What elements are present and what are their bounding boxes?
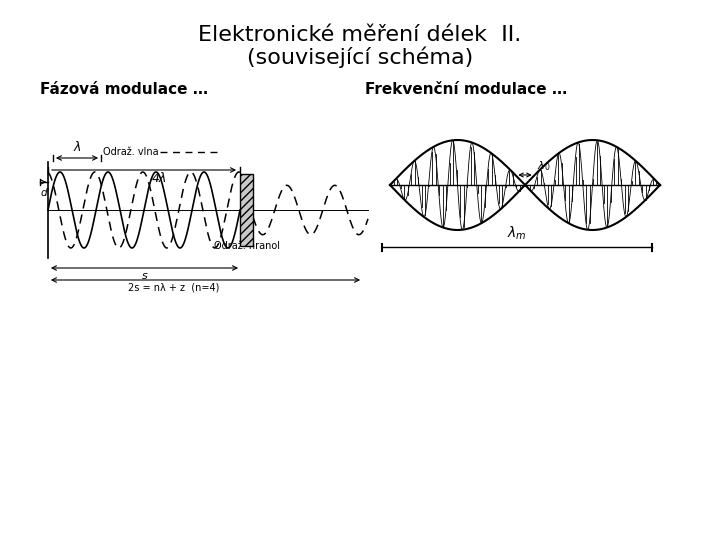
Text: Odraž. vlna: Odraž. vlna	[103, 147, 158, 157]
Text: $\lambda_m$: $\lambda_m$	[507, 225, 527, 242]
Text: Elektronické měření délek  II.: Elektronické měření délek II.	[199, 25, 521, 45]
Text: 2s = nλ + z  (n=4): 2s = nλ + z (n=4)	[128, 283, 220, 293]
Text: Odraž. hranol: Odraž. hranol	[214, 241, 279, 251]
Text: Frekvenční modulace …: Frekvenční modulace …	[365, 82, 567, 97]
Text: Fázová modulace …: Fázová modulace …	[40, 82, 208, 97]
Bar	[240, 174, 253, 246]
Text: (související schéma): (související schéma)	[247, 47, 473, 69]
Text: d': d'	[41, 188, 50, 198]
Text: $\lambda_0$: $\lambda_0$	[536, 159, 550, 173]
Text: s: s	[142, 271, 148, 281]
Text: 4λ: 4λ	[151, 172, 167, 185]
Text: λ: λ	[73, 141, 81, 154]
